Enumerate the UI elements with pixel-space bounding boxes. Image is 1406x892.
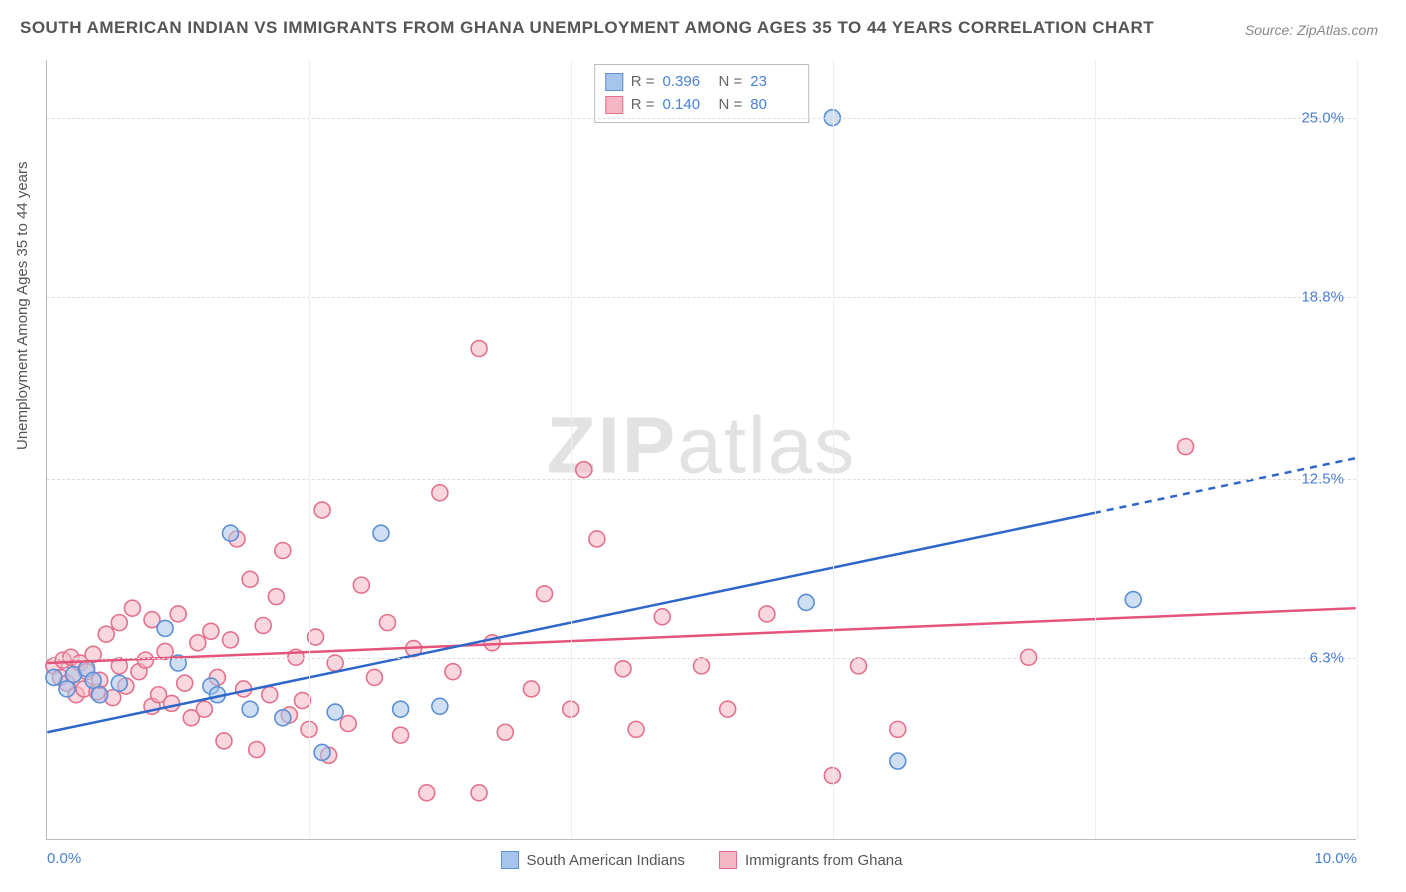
data-point (419, 785, 435, 801)
data-point (223, 525, 239, 541)
data-point (589, 531, 605, 547)
data-point (242, 701, 258, 717)
y-tick-label: 6.3% (1310, 650, 1344, 667)
data-point (1178, 439, 1194, 455)
y-tick-label: 12.5% (1301, 470, 1344, 487)
data-point (249, 742, 265, 758)
data-point (720, 701, 736, 717)
data-point (628, 721, 644, 737)
y-axis-label: Unemployment Among Ages 35 to 44 years (14, 161, 31, 450)
data-point (380, 615, 396, 631)
chart-title: SOUTH AMERICAN INDIAN VS IMMIGRANTS FROM… (20, 18, 1154, 38)
data-point (268, 589, 284, 605)
data-point (890, 753, 906, 769)
data-point (85, 672, 101, 688)
data-point (46, 669, 62, 685)
grid-line (47, 658, 1356, 659)
data-point (314, 502, 330, 518)
data-point (366, 669, 382, 685)
data-point (177, 675, 193, 691)
data-point (432, 485, 448, 501)
data-point (275, 710, 291, 726)
data-point (111, 675, 127, 691)
grid-line (1095, 60, 1096, 839)
grid-line (47, 479, 1356, 480)
grid-line (833, 60, 834, 839)
grid-line (571, 60, 572, 839)
y-tick-label: 18.8% (1301, 288, 1344, 305)
data-point (759, 606, 775, 622)
data-point (497, 724, 513, 740)
data-point (471, 341, 487, 357)
legend-label: South American Indians (527, 852, 685, 869)
data-point (576, 462, 592, 478)
data-point (327, 704, 343, 720)
data-point (157, 620, 173, 636)
data-point (242, 571, 258, 587)
grid-line (47, 118, 1356, 119)
legend-swatch (501, 851, 519, 869)
data-point (523, 681, 539, 697)
data-point (190, 635, 206, 651)
data-point (851, 658, 867, 674)
data-point (124, 600, 140, 616)
data-point (615, 661, 631, 677)
trend-line (47, 608, 1355, 663)
data-point (98, 626, 114, 642)
data-point (393, 701, 409, 717)
x-tick-label: 0.0% (47, 850, 81, 867)
data-point (445, 664, 461, 680)
legend-bottom: South American Indians Immigrants from Gh… (501, 851, 903, 869)
source-label: Source: ZipAtlas.com (1245, 22, 1378, 38)
data-point (92, 687, 108, 703)
data-point (373, 525, 389, 541)
data-point (164, 695, 180, 711)
data-point (798, 594, 814, 610)
plot-area: ZIPatlas R =0.396N =23R =0.140N =80 Sout… (46, 60, 1356, 840)
data-point (471, 785, 487, 801)
data-point (654, 609, 670, 625)
grid-line (309, 60, 310, 839)
data-point (203, 623, 219, 639)
y-tick-label: 25.0% (1301, 109, 1344, 126)
data-point (432, 698, 448, 714)
data-point (223, 632, 239, 648)
data-point (537, 586, 553, 602)
legend-label: Immigrants from Ghana (745, 852, 903, 869)
data-point (255, 618, 271, 634)
data-point (393, 727, 409, 743)
data-point (314, 744, 330, 760)
data-point (59, 681, 75, 697)
data-point (275, 542, 291, 558)
scatter-svg (47, 60, 1356, 839)
legend-item: Immigrants from Ghana (719, 851, 903, 869)
x-tick-label: 10.0% (1314, 850, 1357, 867)
legend-swatch (719, 851, 737, 869)
data-point (262, 687, 278, 703)
grid-line (1357, 60, 1358, 839)
data-point (170, 606, 186, 622)
data-point (196, 701, 212, 717)
data-point (694, 658, 710, 674)
data-point (1125, 592, 1141, 608)
data-point (216, 733, 232, 749)
data-point (353, 577, 369, 593)
grid-line (47, 297, 1356, 298)
data-point (890, 721, 906, 737)
data-point (340, 716, 356, 732)
legend-item: South American Indians (501, 851, 685, 869)
data-point (111, 615, 127, 631)
